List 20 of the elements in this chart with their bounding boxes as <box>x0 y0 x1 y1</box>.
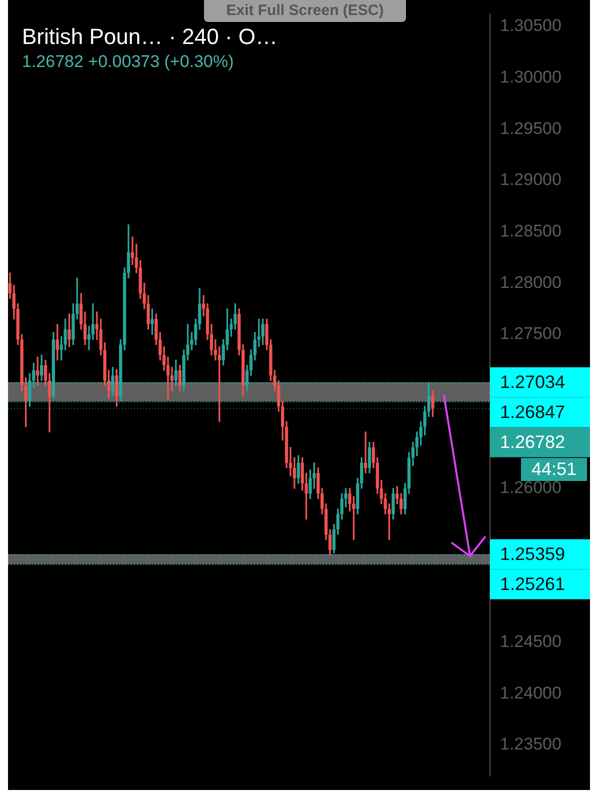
ref-line-label: 1.25261 <box>500 574 566 594</box>
y-tick-label: 1.28000 <box>500 272 562 292</box>
y-tick-label: 1.27500 <box>500 324 562 344</box>
y-tick-label: 1.24000 <box>500 683 562 702</box>
ref-line-label: 1.27034 <box>500 372 566 392</box>
ref-line-label: 1.26782 <box>500 432 566 452</box>
y-tick-label: 1.26000 <box>500 478 562 498</box>
text: British Poun… · 240 · O… <box>22 24 278 50</box>
text: 44:51 <box>521 458 587 481</box>
y-tick-label: 1.28500 <box>500 221 562 240</box>
y-tick-label: 1.24500 <box>500 632 562 652</box>
y-tick-label: 1.23500 <box>500 734 562 754</box>
y-tick-label: 1.30500 <box>500 16 562 36</box>
text: 1.26782 +0.00373 (+0.30%) <box>22 52 234 72</box>
annotation: Exit Full Screen (ESC) <box>204 0 406 22</box>
ref-line-label: 1.26847 <box>500 402 566 422</box>
ref-line-label: 1.25359 <box>500 544 566 564</box>
y-tick-label: 1.29000 <box>500 170 562 190</box>
y-tick-label: 1.29500 <box>500 118 562 138</box>
y-tick-label: 1.30000 <box>500 68 562 87</box>
